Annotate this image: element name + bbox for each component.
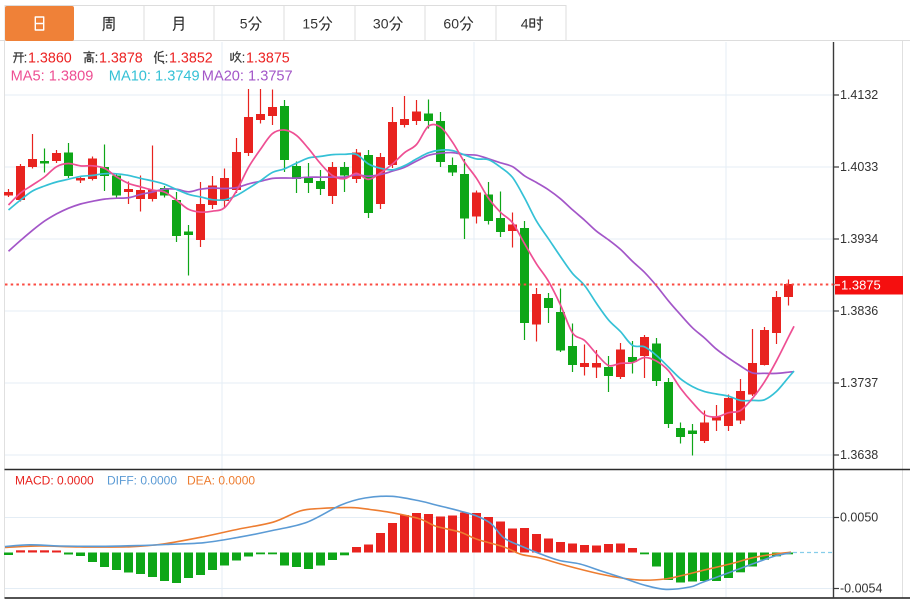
- svg-text::: :: [165, 51, 169, 67]
- svg-text::: :: [242, 51, 246, 67]
- svg-text:DEA: 0.0000: DEA: 0.0000: [187, 474, 255, 488]
- svg-text:4: 4: [521, 16, 529, 32]
- svg-text:15: 15: [302, 16, 318, 32]
- svg-text::: :: [95, 51, 99, 67]
- svg-text:1.4132: 1.4132: [840, 88, 878, 102]
- svg-text:1.3934: 1.3934: [840, 232, 878, 246]
- svg-text:1.3638: 1.3638: [840, 448, 878, 462]
- svg-text:-0.0054: -0.0054: [840, 582, 882, 596]
- svg-text:1.3836: 1.3836: [840, 304, 878, 318]
- svg-text:60: 60: [443, 16, 459, 32]
- svg-text:MA20: 1.3757: MA20: 1.3757: [202, 69, 293, 85]
- svg-text:MA5: 1.3809: MA5: 1.3809: [11, 69, 94, 85]
- svg-text:DIFF: 0.0000: DIFF: 0.0000: [107, 474, 177, 488]
- svg-text:30: 30: [373, 16, 389, 32]
- svg-text:1.3852: 1.3852: [169, 51, 213, 67]
- svg-text::: :: [24, 51, 28, 67]
- svg-text:MA10: 1.3749: MA10: 1.3749: [109, 69, 200, 85]
- svg-text:MACD: 0.0000: MACD: 0.0000: [15, 474, 94, 488]
- svg-text:0.0050: 0.0050: [840, 511, 878, 525]
- svg-text:1.3875: 1.3875: [841, 278, 881, 293]
- svg-text:5: 5: [240, 16, 248, 32]
- svg-text:1.3878: 1.3878: [99, 51, 143, 67]
- svg-text:1.3737: 1.3737: [840, 376, 878, 390]
- svg-text:1.3860: 1.3860: [28, 51, 72, 67]
- svg-text:1.4033: 1.4033: [840, 160, 878, 174]
- svg-text:1.3875: 1.3875: [246, 51, 290, 67]
